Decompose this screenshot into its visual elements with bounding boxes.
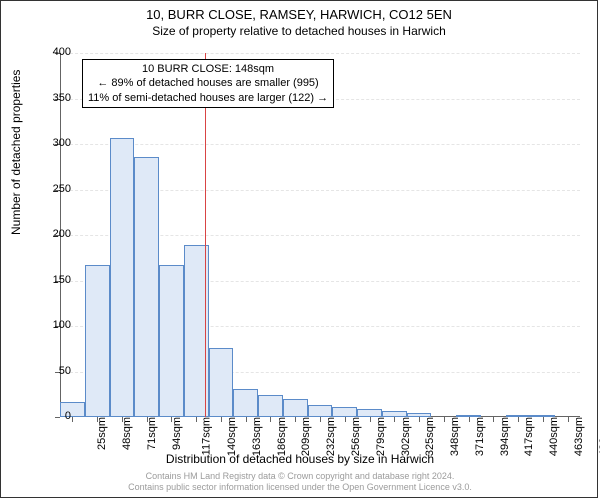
xtick-label: 417sqm bbox=[523, 417, 535, 456]
annotation-title: 10 BURR CLOSE: 148sqm bbox=[88, 62, 328, 76]
xtick-mark bbox=[518, 417, 519, 422]
footer-attribution: Contains HM Land Registry data © Crown c… bbox=[1, 471, 599, 493]
ytick-label: 400 bbox=[31, 46, 71, 58]
xtick-mark bbox=[171, 417, 172, 422]
footer-line-1: Contains HM Land Registry data © Crown c… bbox=[146, 471, 455, 481]
xtick-label: 71sqm bbox=[146, 417, 158, 450]
page-title: 10, BURR CLOSE, RAMSEY, HARWICH, CO12 5E… bbox=[1, 7, 597, 22]
xtick-mark bbox=[419, 417, 420, 422]
xtick-label: 140sqm bbox=[226, 417, 238, 456]
annotation-line-3: 11% of semi-detached houses are larger (… bbox=[88, 91, 328, 105]
xtick-label: 325sqm bbox=[424, 417, 436, 456]
xtick-label: 256sqm bbox=[350, 417, 362, 456]
xtick-mark bbox=[444, 417, 445, 422]
gridline-h bbox=[60, 144, 580, 145]
ytick-label: 50 bbox=[31, 365, 71, 377]
xtick-mark bbox=[122, 417, 123, 422]
annotation-box: 10 BURR CLOSE: 148sqm← 89% of detached h… bbox=[82, 59, 334, 108]
bar bbox=[308, 405, 333, 417]
ytick-label: 250 bbox=[31, 183, 71, 195]
ytick-label: 100 bbox=[31, 319, 71, 331]
ytick-label: 0 bbox=[31, 410, 71, 422]
xtick-label: 394sqm bbox=[499, 417, 511, 456]
bar bbox=[85, 265, 110, 417]
xtick-mark bbox=[97, 417, 98, 422]
page-subtitle: Size of property relative to detached ho… bbox=[1, 24, 597, 38]
xtick-label: 440sqm bbox=[548, 417, 560, 456]
xtick-label: 25sqm bbox=[96, 417, 108, 450]
xtick-label: 48sqm bbox=[121, 417, 133, 450]
xtick-label: 232sqm bbox=[325, 417, 337, 456]
xtick-label: 186sqm bbox=[276, 417, 288, 456]
xtick-label: 348sqm bbox=[449, 417, 461, 456]
xtick-mark bbox=[543, 417, 544, 422]
xtick-mark bbox=[221, 417, 222, 422]
bar bbox=[209, 348, 234, 417]
annotation-line-2: ← 89% of detached houses are smaller (99… bbox=[88, 76, 328, 90]
xtick-mark bbox=[320, 417, 321, 422]
bar bbox=[258, 395, 283, 417]
bar bbox=[283, 399, 308, 417]
ytick-label: 300 bbox=[31, 137, 71, 149]
xtick-label: 209sqm bbox=[301, 417, 313, 456]
xtick-label: 279sqm bbox=[375, 417, 387, 456]
bar bbox=[134, 157, 159, 417]
xtick-mark bbox=[394, 417, 395, 422]
xtick-mark bbox=[493, 417, 494, 422]
xtick-mark bbox=[270, 417, 271, 422]
xtick-mark bbox=[72, 417, 73, 422]
xtick-mark bbox=[147, 417, 148, 422]
plot-area: 25sqm48sqm71sqm94sqm117sqm140sqm163sqm18… bbox=[60, 53, 580, 417]
xtick-label: 302sqm bbox=[400, 417, 412, 456]
xtick-label: 163sqm bbox=[251, 417, 263, 456]
xtick-mark bbox=[469, 417, 470, 422]
gridline-h bbox=[60, 53, 580, 54]
xtick-mark bbox=[568, 417, 569, 422]
xtick-mark bbox=[345, 417, 346, 422]
ytick-label: 200 bbox=[31, 228, 71, 240]
xtick-label: 463sqm bbox=[573, 417, 585, 456]
xtick-mark bbox=[370, 417, 371, 422]
ytick-label: 350 bbox=[31, 92, 71, 104]
xtick-mark bbox=[246, 417, 247, 422]
xtick-label: 94sqm bbox=[171, 417, 183, 450]
bar bbox=[159, 265, 184, 417]
bar bbox=[233, 389, 258, 417]
xtick-label: 371sqm bbox=[474, 417, 486, 456]
bar bbox=[110, 138, 135, 417]
chart-container: 10, BURR CLOSE, RAMSEY, HARWICH, CO12 5E… bbox=[0, 0, 598, 498]
xtick-mark bbox=[196, 417, 197, 422]
y-axis-label: Number of detached properties bbox=[9, 70, 23, 235]
bar bbox=[357, 409, 382, 417]
xtick-label: 117sqm bbox=[201, 417, 213, 455]
x-axis-label: Distribution of detached houses by size … bbox=[1, 452, 599, 466]
xtick-mark bbox=[295, 417, 296, 422]
ytick-label: 150 bbox=[31, 274, 71, 286]
footer-line-2: Contains public sector information licen… bbox=[128, 482, 472, 492]
bar bbox=[332, 407, 357, 417]
